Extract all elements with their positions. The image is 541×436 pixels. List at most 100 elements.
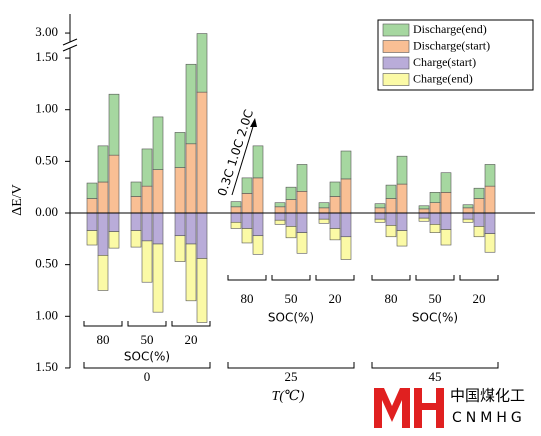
bar-segment [374,203,386,209]
bar-segment [285,199,297,214]
bar-segment [185,243,197,302]
bar-segment [230,212,242,223]
bar-segment [86,182,98,199]
bar-segment [440,229,452,246]
bar-segment [329,196,341,214]
bar-segment [429,192,441,203]
bar-segment [108,93,120,156]
bar-segment [185,212,197,245]
bar-segment [340,178,352,214]
bar-segment [440,172,452,193]
bar-segment [252,177,264,214]
x-group-label: 25 [285,369,298,384]
bar-segment [97,255,109,291]
logo-cn: 中国煤化工 [450,387,525,405]
bar-segment [174,167,186,214]
soc-label: 80 [385,291,398,306]
bar-segment [274,219,286,225]
bar-segment [274,202,286,208]
soc-label: 80 [97,332,110,347]
bar-segment [374,218,386,223]
bar-segment [462,212,474,220]
y-tick-label: 1.50 [35,49,58,64]
soc-title: SOC(%) [412,311,458,325]
bar-segment [241,193,253,214]
bar-segment [396,230,408,247]
bar-segment [462,204,474,209]
bar-segment [296,191,308,214]
bar-segment [252,235,264,255]
y-tick-label: 1.50 [35,359,58,374]
bar-segment [473,187,485,199]
y-axis-title: ΔE/V [10,184,25,216]
bar-segment [484,212,496,234]
bar-segment [418,217,430,222]
bar-segment [252,212,264,237]
annotation-arrow [231,119,256,196]
soc-label: 50 [429,291,442,306]
bar-segment [462,207,474,214]
bar-segment [484,233,496,253]
legend-swatch [382,40,410,53]
y-tick-label: 1.00 [35,307,58,322]
logo-mark [374,388,410,428]
bar-segment [318,218,330,224]
bar-segment [473,212,485,227]
legend-swatch [382,23,410,37]
bar-segment [196,258,208,323]
bar-segment [174,235,186,262]
bar-segment [484,185,496,214]
bar-segment [97,145,109,183]
bar-segment [141,148,153,187]
bar-segment [329,181,341,197]
bar-segment [285,226,297,239]
bar-segment [340,150,352,180]
bar-segment [329,212,341,229]
soc-title: SOC(%) [268,311,314,325]
bar-segment [396,183,408,214]
bar-segment [374,212,386,220]
bar-segment [241,177,253,194]
y-tick-label: 0.50 [35,256,58,271]
soc-bracket [227,275,267,281]
bar-segment [318,207,330,214]
soc-bracket [415,275,455,281]
bar-segment [152,243,164,313]
legend-label: Charge(end) [413,71,473,85]
soc-label: 50 [285,291,298,306]
bar-segment [274,212,286,221]
bar-segment [241,228,253,244]
bar-segment [296,164,308,192]
soc-bracket [127,321,167,327]
logo-en: CNMHG [452,410,526,426]
bar-segment [152,116,164,170]
bar-segment [385,212,397,226]
bar-segment [429,202,441,214]
bar-segment [130,196,142,214]
axis-break [62,38,78,46]
bar-segment [329,228,341,241]
bar-segment [418,205,430,210]
bar-segment [385,225,397,238]
bar-segment [252,145,264,179]
bar-segment [185,143,197,214]
bar-segment [473,198,485,214]
logo-mark [414,388,444,428]
axis-break [62,44,78,52]
bar-segment [473,226,485,238]
bar-segment [385,198,397,214]
x-group-label: 45 [429,369,442,384]
bar-segment [108,154,120,214]
bar-segment [462,218,474,223]
bar-segment [484,164,496,187]
bar-segment [340,236,352,260]
soc-label: 50 [141,332,154,347]
bar-segment [230,221,242,229]
soc-label: 20 [185,332,198,347]
bar-segment [296,212,308,233]
bar-segment [174,132,186,168]
x-group-label: 0 [144,369,151,384]
soc-bracket [271,275,311,281]
x-axis-title: T(℃) [272,389,305,404]
bar-segment [340,212,352,238]
